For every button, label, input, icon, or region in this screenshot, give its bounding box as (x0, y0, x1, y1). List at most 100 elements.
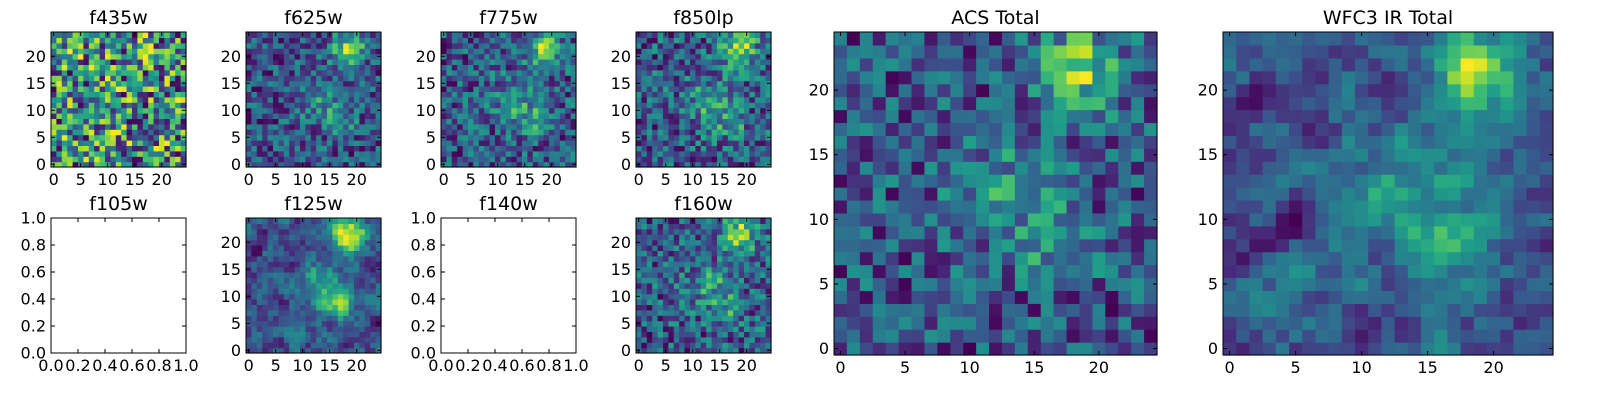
heatmap-cell (976, 316, 990, 330)
heatmap-cell (115, 123, 122, 130)
heatmap-cell (175, 123, 182, 130)
heatmap-cell (1027, 303, 1042, 317)
heatmap-cell (332, 156, 339, 163)
heatmap-cell (478, 86, 485, 92)
heatmap-cell (278, 331, 285, 338)
heatmap-cell (738, 336, 745, 343)
heatmap-cell (1079, 264, 1093, 279)
heatmap-cell (565, 161, 572, 168)
heatmap-cell (652, 315, 659, 322)
heatmap-cell (1487, 342, 1501, 356)
heatmap-cell (484, 96, 491, 103)
heatmap-cell (760, 53, 767, 60)
heatmap-cell (251, 69, 258, 76)
heatmap-cell (657, 347, 664, 354)
heatmap-cell (83, 91, 90, 98)
heatmap-cell (343, 80, 350, 87)
heatmap-cell (256, 245, 263, 251)
heatmap-cell (316, 299, 323, 305)
heatmap-cell (278, 315, 285, 322)
heatmap-cell (246, 48, 252, 55)
heatmap-cell (711, 113, 718, 119)
heatmap-cell (115, 53, 122, 60)
heatmap-cell (532, 129, 539, 136)
heatmap-cell (733, 336, 740, 343)
heatmap-cell (1079, 303, 1093, 317)
heatmap-cell (511, 145, 518, 152)
heatmap-cell (354, 37, 360, 44)
heatmap-cell (673, 80, 680, 87)
heatmap-cell (717, 156, 723, 163)
y-tick-label: 0 (819, 339, 829, 358)
heatmap-cell (316, 145, 323, 152)
heatmap-cell (310, 261, 317, 268)
heatmap-cell (1066, 109, 1081, 124)
heatmap-cell (1275, 290, 1290, 304)
heatmap-cell (1526, 174, 1541, 188)
heatmap-cell (246, 223, 252, 230)
heatmap-cell (316, 69, 323, 76)
heatmap-cell (495, 64, 501, 71)
heatmap-cell (690, 64, 696, 71)
heatmap-cell (121, 59, 128, 65)
heatmap-cell (1487, 44, 1501, 59)
heatmap-cell (56, 118, 63, 125)
heatmap-cell (976, 251, 990, 266)
heatmap-cell (646, 32, 653, 38)
heatmap-cell (532, 145, 539, 152)
heatmap-cell (516, 69, 523, 76)
heatmap-cell (126, 59, 133, 65)
heatmap-cell (749, 86, 756, 92)
heatmap-cell (722, 32, 729, 38)
heatmap-cell (1302, 303, 1316, 317)
heatmap-cell (300, 288, 306, 295)
heatmap-cell (646, 336, 653, 343)
heatmap-cell (370, 42, 377, 49)
heatmap-cell (1447, 316, 1462, 330)
heatmap-cell (733, 320, 740, 327)
heatmap-cell (1079, 342, 1093, 356)
heatmap-cell (963, 135, 977, 149)
heatmap-cell (99, 59, 106, 65)
heatmap-cell (375, 64, 382, 71)
heatmap-cell (885, 44, 900, 59)
heatmap-cell (565, 86, 572, 92)
heatmap-cell (652, 299, 659, 305)
heatmap-cell (1027, 109, 1042, 124)
heatmap-cell (1131, 199, 1145, 214)
heatmap-cell (543, 86, 550, 92)
heatmap-cell (273, 288, 279, 295)
heatmap-cell (1236, 290, 1250, 304)
heatmap-cell (267, 336, 274, 343)
heatmap-cell (684, 64, 691, 71)
heatmap-cell (749, 129, 756, 136)
heatmap-cell (473, 53, 480, 60)
heatmap-cell (722, 326, 729, 332)
heatmap-cell (760, 113, 767, 119)
heatmap-cell (262, 102, 269, 109)
heatmap-cell (142, 145, 149, 152)
heatmap-cell (267, 277, 274, 284)
heatmap-cell (885, 135, 900, 149)
heatmap-cell (273, 96, 279, 103)
heatmap-cell (846, 32, 861, 46)
heatmap-cell (1355, 148, 1369, 162)
heatmap-cell (565, 80, 572, 87)
heatmap-cell (88, 42, 95, 49)
heatmap-cell (273, 102, 279, 109)
heatmap-cell (316, 326, 323, 332)
heatmap-cell (700, 299, 707, 305)
heatmap-cell (1341, 329, 1356, 343)
heatmap-cell (1328, 161, 1343, 175)
heatmap-cell (684, 293, 691, 300)
heatmap-cell (834, 148, 848, 162)
heatmap-cell (937, 199, 951, 214)
heatmap-cell (1275, 303, 1290, 317)
heatmap-cell (457, 86, 464, 92)
heatmap-cell (700, 37, 707, 44)
heatmap-cell (175, 80, 182, 87)
heatmap-cell (1487, 32, 1501, 46)
heatmap-cell (56, 75, 63, 82)
y-tick-label: 20 (26, 47, 46, 66)
